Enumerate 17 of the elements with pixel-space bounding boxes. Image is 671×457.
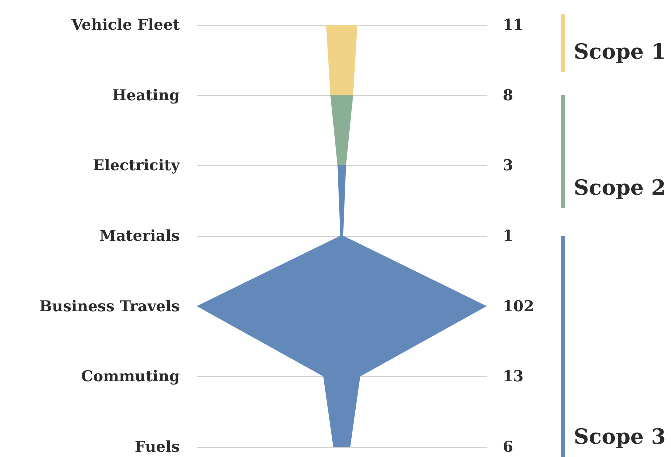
data-label: 3 xyxy=(503,156,514,175)
text: Scope 2 xyxy=(574,174,666,200)
category-label: Electricity xyxy=(93,156,182,175)
data-label: 1 xyxy=(503,227,514,245)
category-label: Materials xyxy=(100,227,180,245)
category-label: Business Travels xyxy=(40,297,180,316)
category-label: Commuting xyxy=(81,368,180,386)
text: Scope 1 xyxy=(574,39,666,64)
category-label: Vehicle Fleet xyxy=(70,16,180,34)
category-label: Heating xyxy=(112,86,180,104)
data-label: 11 xyxy=(503,16,524,34)
data-label: 102 xyxy=(503,297,534,316)
data-label: 13 xyxy=(503,368,524,386)
category-label: Fuels xyxy=(135,438,180,456)
text: Scope 3 xyxy=(574,424,666,449)
data-label: 8 xyxy=(503,86,514,104)
data-label: 6 xyxy=(503,438,514,456)
